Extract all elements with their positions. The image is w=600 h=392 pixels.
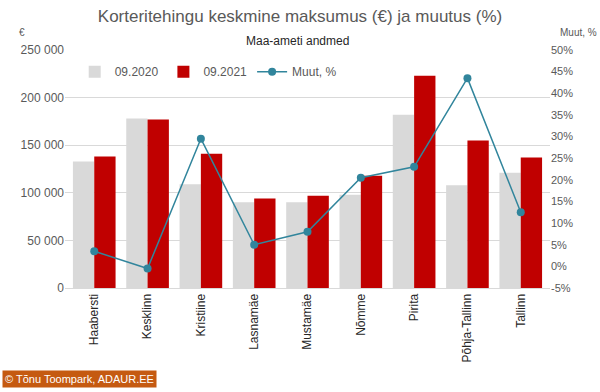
svg-text:Muut, %: Muut, % [560,27,597,38]
svg-text:20%: 20% [551,174,573,186]
svg-text:50 000: 50 000 [27,234,64,248]
svg-text:Kristiine: Kristiine [194,293,208,336]
svg-text:Nõmme: Nõmme [354,293,368,335]
svg-text:15%: 15% [551,195,573,207]
svg-text:Mustamäe: Mustamäe [300,293,314,349]
svg-text:© Tõnu Toompark, ADAUR.EE: © Tõnu Toompark, ADAUR.EE [5,373,154,385]
svg-text:-5%: -5% [551,282,571,294]
svg-text:09.2020: 09.2020 [115,65,159,79]
svg-text:Lasnamäe: Lasnamäe [247,293,261,349]
svg-text:250 000: 250 000 [21,43,65,57]
svg-text:Põhja-Tallinn: Põhja-Tallinn [460,294,474,363]
svg-text:09.2021: 09.2021 [203,65,247,79]
svg-text:Pirita: Pirita [407,293,421,321]
svg-text:30%: 30% [551,130,573,142]
svg-text:45%: 45% [551,65,573,77]
svg-text:Tallinn: Tallinn [514,294,528,328]
svg-text:Muut, %: Muut, % [292,65,336,79]
svg-text:Korteritehingu keskmine maksum: Korteritehingu keskmine maksumus (€) ja … [98,7,502,26]
svg-text:Maa-ameti andmed: Maa-ameti andmed [246,34,349,48]
svg-text:100 000: 100 000 [21,186,65,200]
svg-text:50%: 50% [551,44,573,56]
svg-text:200 000: 200 000 [21,91,65,105]
svg-text:0: 0 [57,281,64,295]
svg-text:5%: 5% [551,239,567,251]
svg-text:35%: 35% [551,109,573,121]
svg-text:Haabersti: Haabersti [87,294,101,345]
svg-text:€: € [19,27,25,38]
svg-text:25%: 25% [551,152,573,164]
svg-text:150 000: 150 000 [21,138,65,152]
svg-text:0%: 0% [551,260,567,272]
svg-text:10%: 10% [551,217,573,229]
svg-text:Kesklinn: Kesklinn [140,294,154,339]
svg-text:40%: 40% [551,87,573,99]
